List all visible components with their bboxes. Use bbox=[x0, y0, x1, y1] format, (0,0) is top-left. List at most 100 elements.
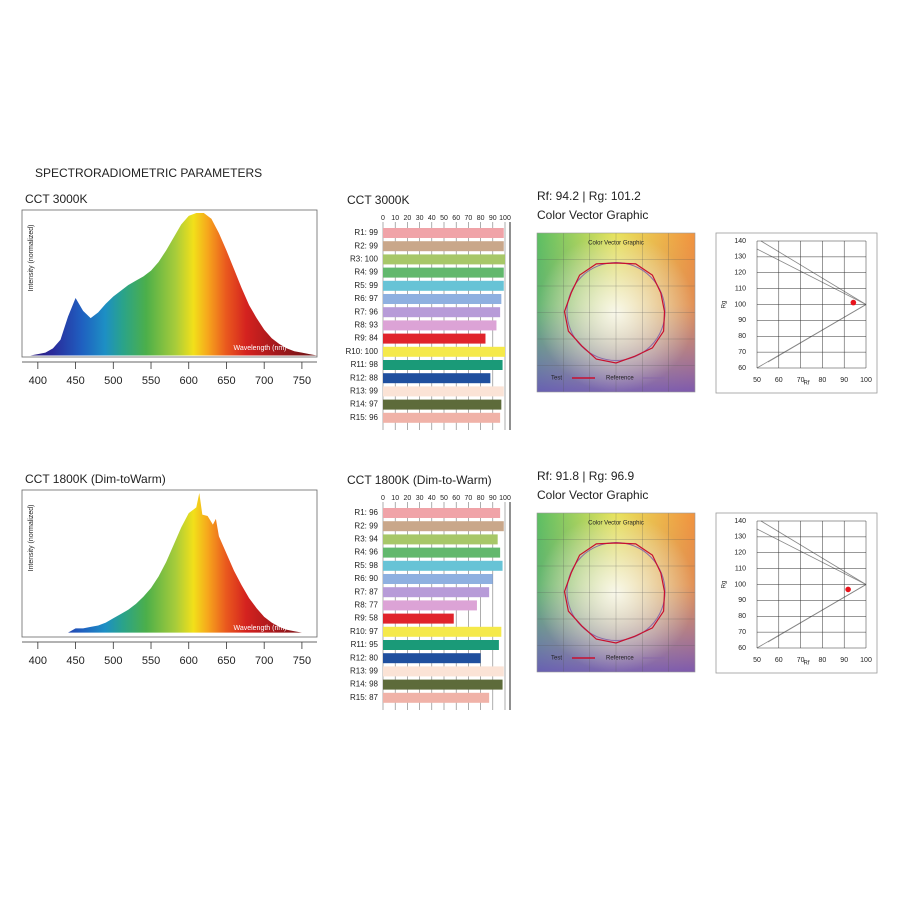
bar bbox=[383, 241, 504, 252]
y-tick-label: 130 bbox=[734, 254, 746, 261]
y-tick-label: 80 bbox=[738, 613, 746, 620]
y-tick-label: 140 bbox=[734, 518, 746, 525]
vector-frame bbox=[536, 512, 696, 673]
bar bbox=[383, 294, 502, 304]
bar bbox=[383, 640, 499, 650]
x-tick-label: 20 bbox=[404, 495, 412, 502]
x-tick-label: 400 bbox=[29, 655, 47, 667]
x-tick-label: 550 bbox=[142, 655, 160, 667]
bar bbox=[383, 574, 493, 584]
x-tick-label: 90 bbox=[840, 657, 848, 664]
vector-inner-title: Color Vector Graphic bbox=[588, 521, 644, 527]
x-tick-label: 100 bbox=[499, 495, 511, 502]
spectrum-area bbox=[22, 493, 317, 633]
legend-label: Test bbox=[551, 656, 562, 662]
bar bbox=[383, 626, 502, 637]
page-title: SPECTRORADIOMETRIC PARAMETERS bbox=[35, 166, 262, 180]
category-label: R4: 96 bbox=[354, 548, 378, 557]
category-label: R7: 87 bbox=[354, 587, 378, 596]
bar bbox=[383, 386, 504, 397]
y-tick-label: 110 bbox=[735, 565, 746, 572]
y-tick-label: 130 bbox=[734, 534, 746, 541]
bar bbox=[383, 373, 491, 384]
category-label: R5: 98 bbox=[354, 561, 378, 570]
x-tick-label: 10 bbox=[391, 495, 399, 502]
bar bbox=[383, 679, 503, 690]
x-tick-label: 80 bbox=[819, 377, 827, 384]
x-tick-label: 600 bbox=[180, 375, 198, 387]
x-tick-label: 650 bbox=[217, 655, 235, 667]
y-tick-label: 70 bbox=[738, 629, 746, 636]
category-label: R14: 98 bbox=[350, 680, 379, 689]
x-tick-label: 450 bbox=[66, 655, 84, 667]
category-label: R9: 58 bbox=[354, 614, 378, 623]
x-tick-label: 40 bbox=[428, 495, 436, 502]
category-label: R8: 93 bbox=[354, 321, 378, 330]
x-tick-label: 750 bbox=[293, 375, 311, 387]
bar bbox=[383, 346, 505, 357]
bar bbox=[383, 412, 501, 423]
category-label: R9: 84 bbox=[354, 334, 378, 343]
bar bbox=[383, 333, 486, 344]
spectrum-area bbox=[22, 213, 317, 356]
category-label: R2: 99 bbox=[354, 521, 378, 530]
y-tick-label: 100 bbox=[734, 301, 746, 308]
y-tick-label: 120 bbox=[734, 270, 746, 277]
chart-subtitle: Color Vector Graphic bbox=[537, 208, 648, 222]
x-tick-label: 50 bbox=[753, 377, 761, 384]
y-axis-label: Rg bbox=[722, 301, 728, 309]
x-tick-label: 450 bbox=[66, 375, 84, 387]
x-tick-label: 500 bbox=[104, 655, 122, 667]
category-label: R2: 99 bbox=[354, 241, 378, 250]
x-tick-label: 90 bbox=[489, 495, 497, 502]
chart-frame bbox=[715, 512, 878, 674]
bar bbox=[383, 280, 504, 291]
bar bbox=[383, 254, 505, 265]
x-tick-label: 60 bbox=[775, 657, 783, 664]
y-tick-label: 70 bbox=[738, 349, 746, 356]
x-tick-label: 30 bbox=[416, 495, 424, 502]
category-label: R14: 97 bbox=[350, 400, 379, 409]
bar bbox=[383, 399, 502, 410]
x-tick-label: 700 bbox=[255, 655, 273, 667]
category-label: R11: 98 bbox=[351, 360, 379, 369]
bar bbox=[383, 521, 504, 532]
x-tick-label: 0 bbox=[381, 215, 385, 222]
bar bbox=[383, 587, 490, 598]
x-tick-label: 80 bbox=[819, 657, 827, 664]
x-tick-label: 100 bbox=[860, 377, 872, 384]
x-tick-label: 750 bbox=[293, 655, 311, 667]
x-tick-label: 50 bbox=[440, 215, 448, 222]
category-label: R10: 100 bbox=[346, 347, 379, 356]
x-axis-label: Rf bbox=[804, 661, 810, 667]
bar bbox=[383, 666, 504, 677]
chart-frame bbox=[715, 232, 878, 394]
x-tick-label: 60 bbox=[775, 377, 783, 384]
x-tick-label: 50 bbox=[753, 657, 761, 664]
bar bbox=[383, 360, 503, 370]
x-tick-label: 100 bbox=[860, 657, 872, 664]
legend-label: Reference bbox=[606, 656, 634, 662]
bar bbox=[383, 534, 498, 545]
y-tick-label: 120 bbox=[734, 550, 746, 557]
category-label: R4: 99 bbox=[354, 268, 378, 277]
chart-title: Rf: 94.2 | Rg: 101.2 bbox=[537, 189, 641, 203]
vector-inner-title: Color Vector Graphic bbox=[588, 241, 644, 247]
legend-label: Reference bbox=[606, 376, 634, 382]
bar bbox=[383, 547, 501, 558]
category-label: R13: 99 bbox=[350, 667, 379, 676]
chart-title: CCT 1800K (Dim-toWarm) bbox=[25, 472, 166, 486]
y-axis-label: Intensity (normalized) bbox=[28, 505, 35, 572]
bar bbox=[383, 228, 504, 238]
y-tick-label: 100 bbox=[734, 581, 746, 588]
y-tick-label: 60 bbox=[738, 365, 746, 372]
chart-title: CCT 1800K (Dim-to-Warm) bbox=[347, 473, 492, 487]
x-tick-label: 40 bbox=[428, 215, 436, 222]
x-tick-label: 30 bbox=[416, 215, 424, 222]
bar bbox=[383, 692, 490, 703]
y-tick-label: 140 bbox=[734, 238, 746, 245]
category-label: R3: 94 bbox=[354, 535, 378, 544]
x-axis-label: Wavelength (nm) bbox=[233, 345, 286, 352]
x-axis-label: Wavelength (nm) bbox=[233, 625, 286, 632]
